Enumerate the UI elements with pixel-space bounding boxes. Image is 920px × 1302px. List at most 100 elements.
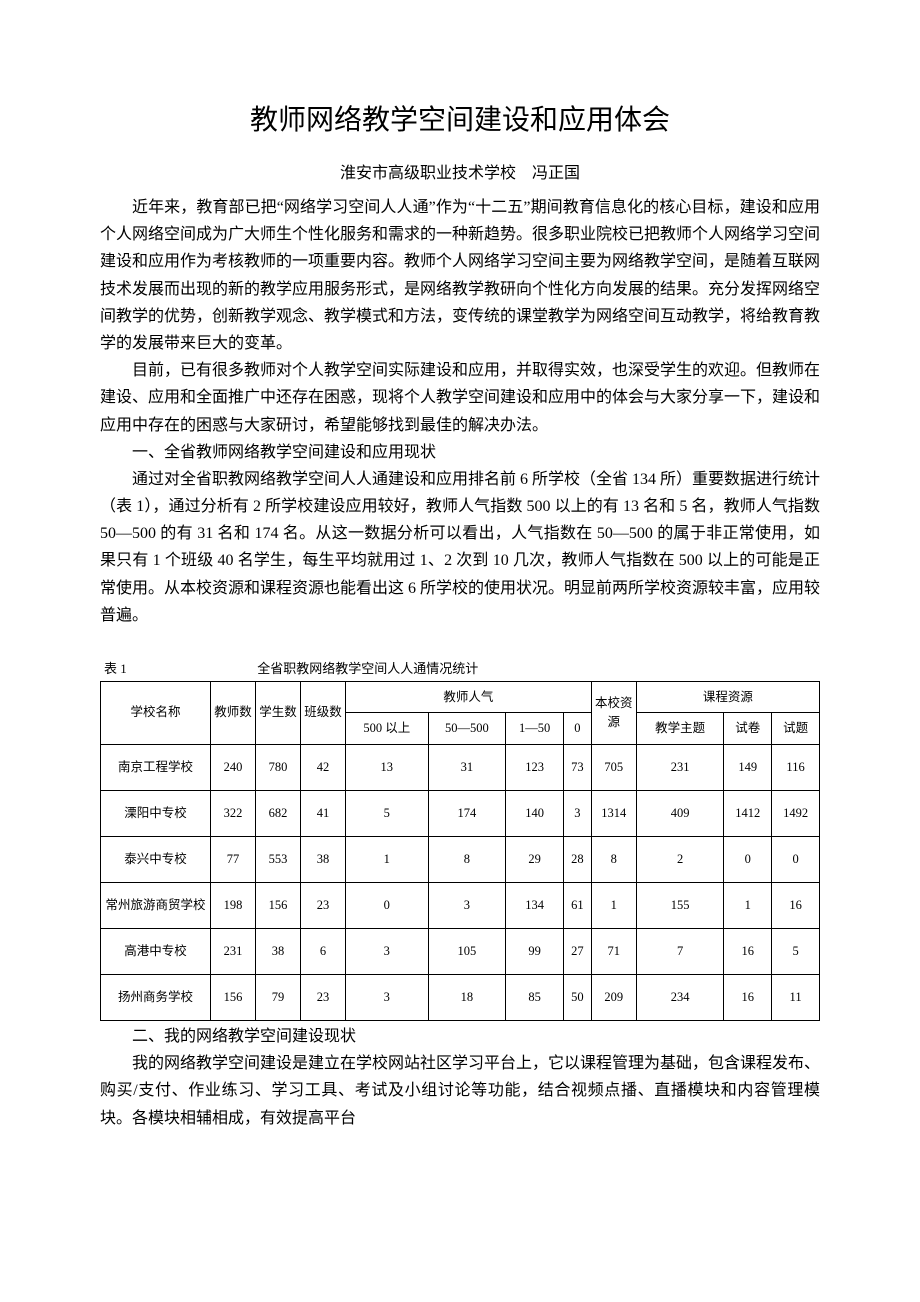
cell: 5 [346,791,429,837]
cell: 409 [636,791,724,837]
paragraph-section1-body: 通过对全省职教网络教学空间人人通建设和应用排名前 6 所学校（全省 134 所）… [100,466,820,629]
cell: 3 [346,929,429,975]
cell: 0 [772,837,820,883]
cell: 11 [772,975,820,1021]
cell: 50 [563,975,591,1021]
table-row: 泰兴中专校 77 553 38 1 8 29 28 8 2 0 0 [101,837,820,883]
table-caption: 表 1 全省职教网络教学空间人人通情况统计 [100,659,820,679]
cell: 18 [428,975,506,1021]
table-caption-title: 全省职教网络教学空间人人通情况统计 [257,661,478,676]
paragraph-intro-2: 目前，已有很多教师对个人教学空间实际建设和应用，并取得实效，也深受学生的欢迎。但… [100,357,820,439]
cell: 71 [591,929,636,975]
cell: 85 [506,975,564,1021]
cell: 322 [211,791,256,837]
paragraph-intro-1: 近年来，教育部已把“网络学习空间人人通”作为“十二五”期间教育信息化的核心目标，… [100,194,820,357]
table-row: 扬州商务学校 156 79 23 3 18 85 50 209 234 16 1… [101,975,820,1021]
table-body: 南京工程学校 240 780 42 13 31 123 73 705 231 1… [101,745,820,1021]
cell: 61 [563,883,591,929]
col-popularity: 教师人气 [346,681,592,713]
cell: 27 [563,929,591,975]
cell: 231 [211,929,256,975]
table-row: 溧阳中专校 322 682 41 5 174 140 3 1314 409 14… [101,791,820,837]
cell: 0 [346,883,429,929]
cell: 7 [636,929,724,975]
cell: 140 [506,791,564,837]
table-row: 高港中专校 231 38 6 3 105 99 27 71 7 16 5 [101,929,820,975]
table-row: 南京工程学校 240 780 42 13 31 123 73 705 231 1… [101,745,820,791]
cell: 553 [256,837,301,883]
cell: 134 [506,883,564,929]
col-pop-1-50: 1—50 [506,713,564,745]
cell: 155 [636,883,724,929]
cell: 8 [428,837,506,883]
col-course-res: 课程资源 [636,681,819,713]
cell: 105 [428,929,506,975]
cell: 16 [772,883,820,929]
cell: 1 [724,883,772,929]
cell: 116 [772,745,820,791]
cell: 23 [301,883,346,929]
data-table: 学校名称 教师数 学生数 班级数 教师人气 本校资源 课程资源 500 以上 5… [100,681,820,1022]
cell: 42 [301,745,346,791]
cell: 1492 [772,791,820,837]
table-row: 常州旅游商贸学校 198 156 23 0 3 134 61 1 155 1 1… [101,883,820,929]
cell: 231 [636,745,724,791]
page-title: 教师网络教学空间建设和应用体会 [100,100,820,142]
cell: 31 [428,745,506,791]
cell: 123 [506,745,564,791]
cell: 156 [211,975,256,1021]
cell: 0 [724,837,772,883]
cell: 8 [591,837,636,883]
col-own-res: 本校资源 [591,681,636,745]
cell: 38 [301,837,346,883]
cell: 16 [724,929,772,975]
cell: 198 [211,883,256,929]
cell: 156 [256,883,301,929]
paragraph-section2-body: 我的网络教学空间建设是建立在学校网站社区学习平台上，它以课程管理为基础，包含课程… [100,1050,820,1132]
cell: 13 [346,745,429,791]
cell: 6 [301,929,346,975]
cell-school: 南京工程学校 [101,745,211,791]
cell: 682 [256,791,301,837]
col-classes: 班级数 [301,681,346,745]
table-block: 表 1 全省职教网络教学空间人人通情况统计 学校名称 教师数 学生数 班级数 教… [100,659,820,1021]
col-school: 学校名称 [101,681,211,745]
col-papers: 试卷 [724,713,772,745]
cell: 73 [563,745,591,791]
cell-school: 溧阳中专校 [101,791,211,837]
cell: 29 [506,837,564,883]
cell: 38 [256,929,301,975]
cell: 234 [636,975,724,1021]
cell-school: 扬州商务学校 [101,975,211,1021]
col-pop-0: 0 [563,713,591,745]
cell-school: 高港中专校 [101,929,211,975]
cell: 1 [346,837,429,883]
cell: 240 [211,745,256,791]
author-line: 淮安市高级职业技术学校 冯正国 [100,162,820,186]
cell: 2 [636,837,724,883]
cell: 41 [301,791,346,837]
cell: 3 [563,791,591,837]
col-pop-500: 500 以上 [346,713,429,745]
cell: 149 [724,745,772,791]
col-pop-50-500: 50—500 [428,713,506,745]
cell: 1 [591,883,636,929]
cell: 174 [428,791,506,837]
cell-school: 泰兴中专校 [101,837,211,883]
cell: 79 [256,975,301,1021]
cell: 99 [506,929,564,975]
cell: 209 [591,975,636,1021]
cell: 1412 [724,791,772,837]
cell: 3 [428,883,506,929]
cell: 3 [346,975,429,1021]
section-heading-2: 二、我的网络教学空间建设现状 [100,1023,820,1050]
col-topics: 教学主题 [636,713,724,745]
cell-school: 常州旅游商贸学校 [101,883,211,929]
cell: 28 [563,837,591,883]
table-caption-label: 表 1 [104,659,254,679]
cell: 16 [724,975,772,1021]
cell: 1314 [591,791,636,837]
col-questions: 试题 [772,713,820,745]
cell: 5 [772,929,820,975]
cell: 23 [301,975,346,1021]
